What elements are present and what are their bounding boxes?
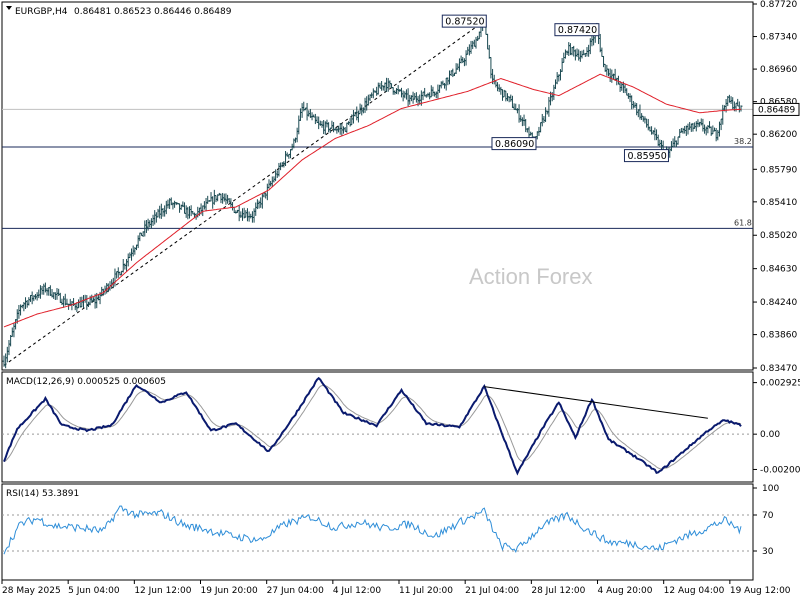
price-tick-label: 0.83860 — [760, 331, 797, 341]
rsi-panel — [1, 483, 754, 581]
swing-label: 0.86090 — [495, 139, 534, 150]
rsi-tick-label: 100 — [762, 484, 779, 494]
price-tick-label: 0.87720 — [760, 0, 797, 10]
chart-symbol: EURGBP,H4 — [15, 7, 68, 17]
rsi-line — [3, 505, 742, 555]
price-panel — [1, 1, 754, 371]
price-tick-label: 0.86200 — [760, 130, 797, 140]
time-tick-label: 11 Jul 20:00 — [399, 586, 453, 596]
swing-label-box — [623, 149, 669, 163]
time-tick-label: 5 Jun 04:00 — [68, 586, 120, 596]
time-tick-label: 19 Aug 12:00 — [730, 586, 791, 596]
price-tick-label: 0.84630 — [760, 265, 797, 275]
macd-trend-line — [484, 386, 708, 419]
time-tick-label: 12 Aug 04:00 — [664, 586, 725, 596]
time-tick-label: 28 May 2025 — [2, 586, 61, 596]
price-tick-label: 0.85020 — [760, 231, 797, 241]
price-tick-label: 0.83470 — [760, 364, 797, 374]
time-tick-label: 4 Aug 20:00 — [598, 586, 653, 596]
moving-average — [3, 73, 742, 328]
rsi-tick-label: 30 — [762, 547, 774, 557]
time-tick-label: 27 Jun 04:00 — [267, 586, 324, 596]
time-tick-label: 12 Jun 12:00 — [134, 586, 191, 596]
macd-lines — [2, 376, 753, 476]
fib-level-label: 61.8 — [734, 218, 752, 227]
price-tick-label: 0.86960 — [760, 65, 797, 75]
fib-level-label: 38.2 — [734, 137, 752, 146]
swing-labels: 0.87520 0.87420 0.86090 0.85950 — [441, 14, 669, 163]
price-tick-label: 0.86580 — [760, 98, 797, 108]
last-price-label: 0.86489 — [758, 105, 795, 115]
price-trendline — [3, 20, 485, 366]
swing-label: 0.87520 — [445, 17, 484, 28]
macd-panel — [1, 371, 754, 483]
rsi-title: RSI(14) 53.3891 — [6, 489, 79, 499]
ohlc-values: 0.86481 0.86523 0.86446 0.86489 — [74, 7, 232, 17]
macd-title: MACD(12,26,9) 0.000525 0.000605 — [6, 377, 166, 387]
swing-label-box — [554, 23, 600, 37]
price-tick-label: 0.85790 — [760, 165, 797, 175]
last-price-marker — [752, 102, 800, 116]
watermark: Action Forex — [469, 264, 593, 289]
macd-main-line — [3, 376, 742, 476]
macd-tick-label: -0.002002 — [760, 465, 800, 475]
rsi-line — [2, 505, 753, 555]
swing-label: 0.87420 — [558, 25, 597, 36]
price-grid: 38.2 61.8 — [2, 108, 753, 229]
rsi-tick-label: 70 — [762, 511, 774, 521]
swing-label-box — [441, 14, 487, 28]
time-tick-label: 19 Jun 20:00 — [201, 586, 258, 596]
swing-label: 0.85950 — [627, 151, 666, 162]
price-axis: 0.87720 0.87340 0.86960 0.86580 0.86200 0.857… — [752, 0, 800, 374]
price-tick-label: 0.87340 — [760, 33, 797, 43]
macd-signal-line — [3, 384, 742, 470]
ma-line — [3, 73, 742, 328]
macd-tick-label: 0.00 — [760, 430, 780, 440]
macd-axis: 0.002925 0.00 -0.002002 — [753, 379, 800, 475]
price-tick-label: 0.84240 — [760, 298, 797, 308]
time-tick-label: 28 Jul 12:00 — [531, 586, 585, 596]
price-tick-label: 0.85410 — [760, 198, 797, 208]
macd-tick-label: 0.002925 — [760, 379, 800, 389]
swing-label-box — [491, 137, 537, 151]
price-trend-line — [3, 20, 485, 366]
price-bars — [2, 16, 743, 369]
time-tick-label: 21 Jul 04:00 — [465, 586, 519, 596]
time-tick-label: 4 Jul 12:00 — [333, 586, 382, 596]
dropdown-icon — [6, 6, 12, 10]
time-axis: 28 May 2025 5 Jun 04:00 12 Jun 12:00 19 Jun… — [1, 580, 791, 596]
rsi-axis: 100 70 30 — [753, 484, 779, 557]
